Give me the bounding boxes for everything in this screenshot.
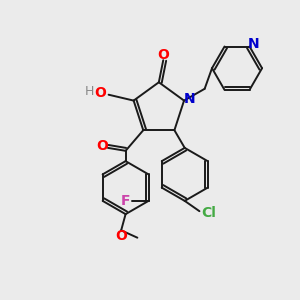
Text: F: F	[121, 194, 130, 208]
Text: Cl: Cl	[201, 206, 216, 220]
Text: O: O	[115, 229, 127, 243]
Text: N: N	[184, 92, 195, 106]
Text: H: H	[85, 85, 94, 98]
Text: O: O	[97, 140, 109, 153]
Text: O: O	[94, 86, 106, 100]
Text: N: N	[247, 37, 259, 51]
Text: O: O	[157, 48, 169, 62]
